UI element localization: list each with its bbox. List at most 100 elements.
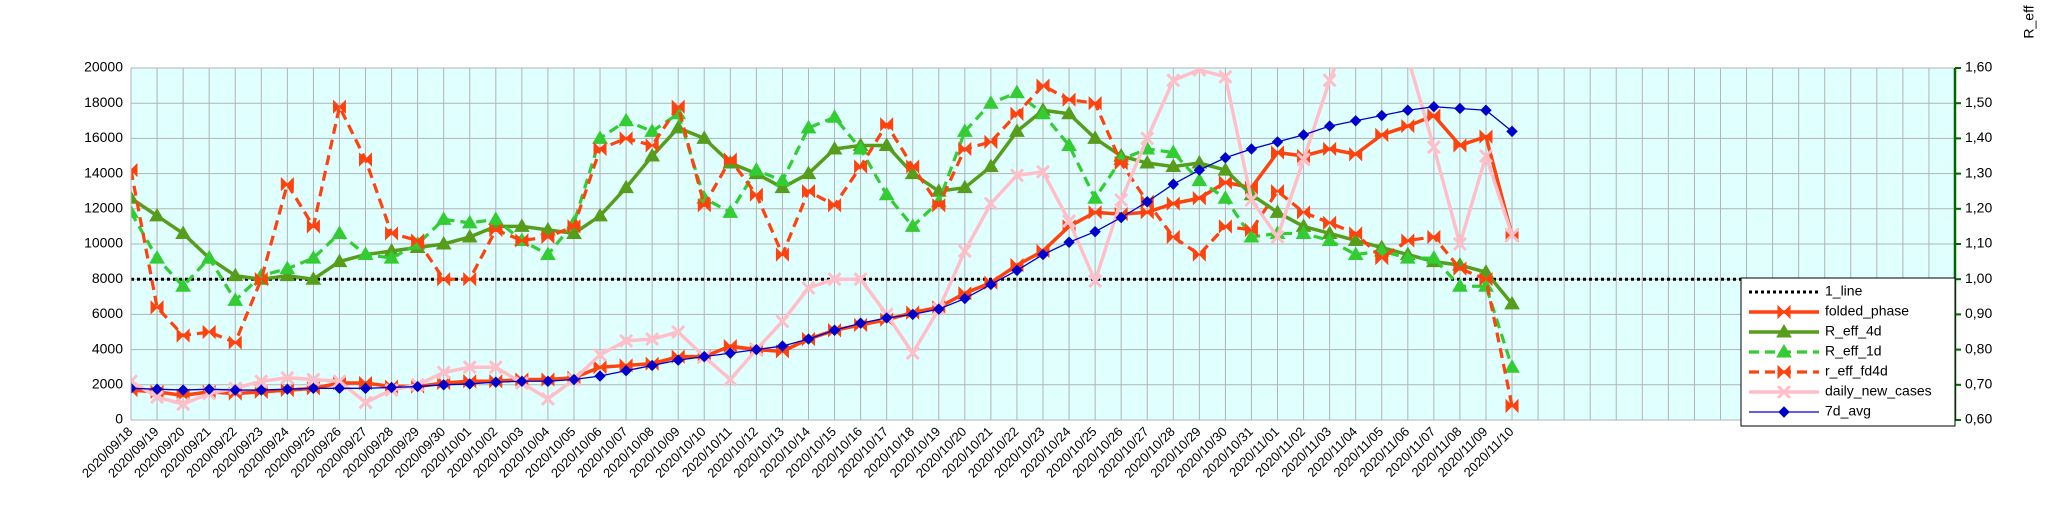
marker xyxy=(1063,236,1075,248)
marker xyxy=(1427,108,1441,123)
marker xyxy=(131,162,138,178)
marker xyxy=(1297,129,1310,141)
marker xyxy=(462,360,477,375)
legend-label: R_eff_1d xyxy=(1825,343,1882,359)
marker xyxy=(619,333,634,348)
marker xyxy=(1192,247,1206,262)
y-tick-label: 18000 xyxy=(84,94,123,110)
marker xyxy=(332,99,346,114)
marker xyxy=(1218,69,1233,84)
marker xyxy=(1323,215,1337,231)
y-tick-label: 10000 xyxy=(84,235,123,251)
marker xyxy=(593,359,607,375)
marker xyxy=(131,204,139,218)
marker xyxy=(826,109,843,123)
y2-tick-label: 1,60 xyxy=(1965,59,1992,75)
marker xyxy=(1139,155,1156,169)
marker xyxy=(1089,225,1101,238)
legend-label: r_eff_fd4d xyxy=(1825,363,1888,379)
marker xyxy=(1479,271,1493,287)
marker xyxy=(645,331,660,347)
marker xyxy=(775,314,790,329)
marker xyxy=(801,280,816,296)
marker xyxy=(748,162,765,176)
y2-axis-title: R_eff xyxy=(2021,5,2037,38)
marker xyxy=(826,140,843,155)
marker xyxy=(1321,232,1338,246)
marker xyxy=(566,225,582,239)
marker xyxy=(1115,211,1127,224)
marker xyxy=(722,204,739,218)
marker xyxy=(1425,250,1442,264)
marker xyxy=(1165,144,1182,158)
marker xyxy=(723,372,738,387)
marker xyxy=(1141,196,1153,208)
marker xyxy=(1061,105,1077,120)
marker xyxy=(1166,229,1180,245)
marker xyxy=(801,183,815,199)
marker xyxy=(959,292,971,305)
data-layer xyxy=(131,9,1955,414)
marker xyxy=(1478,148,1494,164)
marker xyxy=(1402,51,1414,63)
marker xyxy=(202,324,216,340)
marker xyxy=(1218,219,1232,234)
marker xyxy=(1375,250,1389,266)
legend: 1_line folded_phase R_eff_4d R_eff_1d r_eff_… xyxy=(1740,277,1956,427)
marker xyxy=(228,335,242,350)
marker xyxy=(305,250,322,264)
marker xyxy=(697,198,711,213)
marker xyxy=(1166,73,1181,88)
marker xyxy=(1035,164,1051,179)
marker xyxy=(1192,68,1207,77)
marker xyxy=(1062,92,1076,107)
marker xyxy=(724,347,737,359)
y2-tick-label: 1,40 xyxy=(1965,129,1992,145)
marker xyxy=(983,196,998,211)
marker xyxy=(984,134,998,150)
marker xyxy=(1347,246,1364,261)
marker xyxy=(800,165,817,180)
marker xyxy=(1009,84,1025,99)
marker xyxy=(255,384,267,396)
marker xyxy=(1504,228,1520,243)
marker xyxy=(1505,398,1519,414)
marker xyxy=(175,278,191,292)
marker xyxy=(437,379,450,391)
marker xyxy=(1244,192,1259,208)
marker xyxy=(1401,118,1415,134)
marker xyxy=(306,219,320,234)
marker xyxy=(280,176,294,192)
marker xyxy=(1776,324,1792,338)
marker xyxy=(1776,344,1792,358)
marker xyxy=(1479,129,1493,144)
marker xyxy=(1350,9,1362,21)
marker xyxy=(1375,127,1389,143)
marker xyxy=(280,370,295,385)
marker xyxy=(513,218,530,232)
marker xyxy=(1323,141,1337,157)
marker xyxy=(436,365,451,380)
marker xyxy=(229,384,241,396)
marker xyxy=(958,141,972,157)
marker xyxy=(1297,205,1311,220)
marker xyxy=(723,338,737,354)
marker xyxy=(411,380,424,393)
marker xyxy=(464,378,476,390)
marker xyxy=(852,140,869,155)
y2-tick-label: 1,20 xyxy=(1965,200,1992,216)
marker xyxy=(131,190,139,204)
marker xyxy=(594,370,606,382)
marker xyxy=(983,158,999,173)
marker xyxy=(1454,102,1466,115)
marker xyxy=(435,236,452,250)
marker xyxy=(149,207,165,222)
marker xyxy=(201,250,218,264)
marker xyxy=(1401,233,1415,248)
marker xyxy=(696,130,713,144)
marker xyxy=(1271,136,1284,148)
y-tick-label: 4000 xyxy=(92,340,123,356)
marker xyxy=(749,187,763,202)
